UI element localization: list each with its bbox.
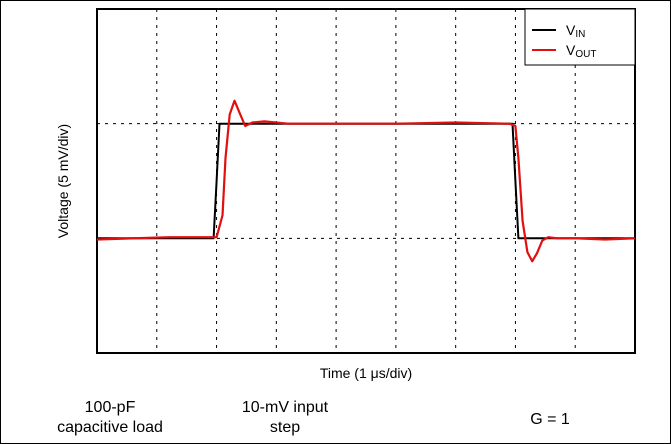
legend-box bbox=[524, 8, 636, 66]
input-step-note-line2: step bbox=[269, 419, 301, 436]
load-note-line2: capacitive load bbox=[57, 419, 163, 436]
input-step-note-line1: 10-mV input bbox=[241, 399, 329, 416]
traces bbox=[96, 99, 636, 263]
legend-vout-main: V bbox=[566, 42, 576, 58]
load-note: 100-pF capacitive load bbox=[30, 398, 190, 438]
legend-vin-label: VIN bbox=[566, 22, 585, 40]
load-note-line1: 100-pF bbox=[84, 399, 136, 416]
legend-vin-main: V bbox=[566, 22, 576, 38]
plot-area bbox=[96, 8, 636, 354]
input-step-note: 10-mV input step bbox=[220, 398, 350, 438]
x-axis-label: Time (1 μs/div) bbox=[320, 365, 412, 381]
legend-vin-sub: IN bbox=[575, 29, 585, 40]
legend-vout-sub: OUT bbox=[575, 49, 596, 60]
gain-note: G = 1 bbox=[530, 411, 570, 428]
y-axis-label: Voltage (5 mV/div) bbox=[55, 124, 71, 238]
legend-vout-label: VOUT bbox=[566, 42, 596, 60]
series-line-vout bbox=[96, 99, 636, 263]
